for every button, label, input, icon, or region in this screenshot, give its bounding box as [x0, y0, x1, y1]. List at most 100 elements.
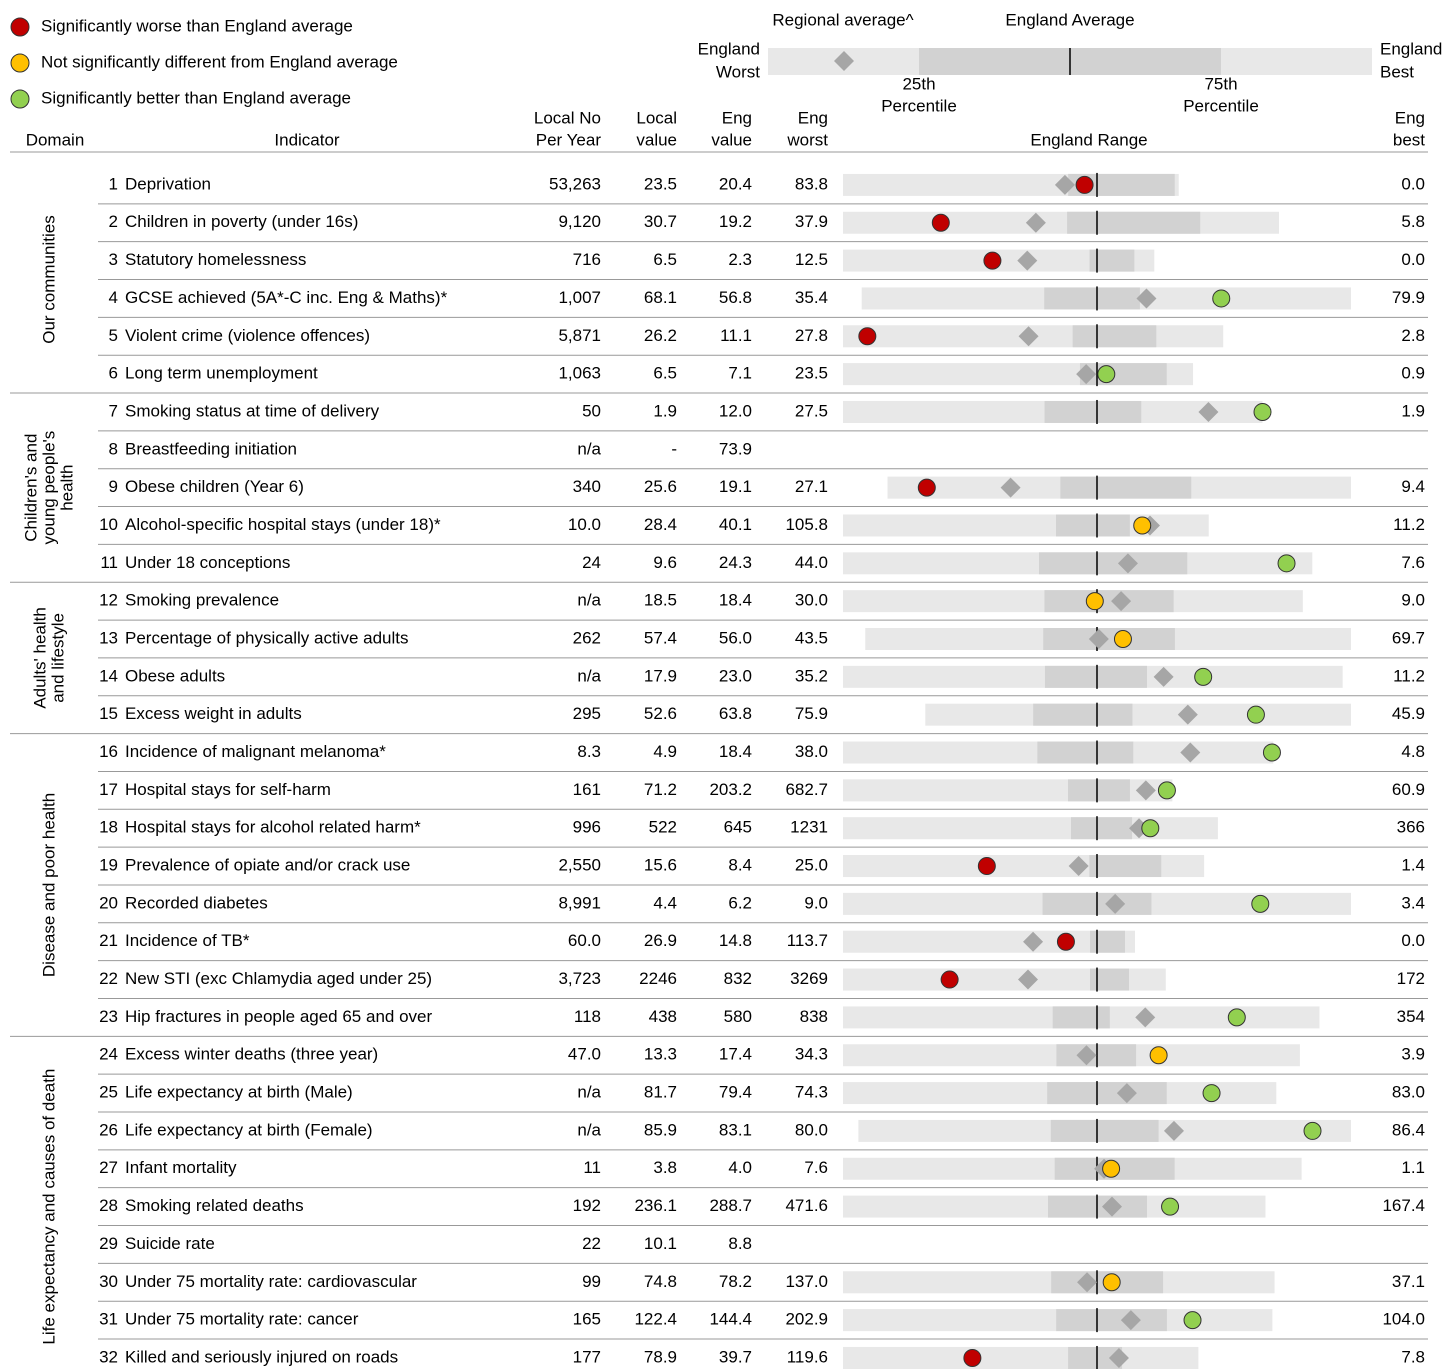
- key-label: Best: [1380, 62, 1414, 81]
- cell-local-no: 99: [582, 1272, 601, 1291]
- local-value: [1085, 592, 1104, 611]
- regional-average: [1105, 893, 1126, 914]
- cell-eng-worst: 43.5: [795, 628, 828, 647]
- cell-eng-worst: 682.7: [785, 780, 828, 799]
- cell-eng-best: 3.9: [1401, 1045, 1425, 1064]
- cell-eng-value: 4.0: [728, 1158, 752, 1177]
- cell-local-value: 18.5: [644, 591, 677, 610]
- cell-local-value: 1.9: [653, 401, 677, 420]
- regional-average: [1077, 1272, 1098, 1293]
- local-value: [1246, 705, 1265, 724]
- column-header: Indicator: [274, 130, 340, 149]
- row-number: 18: [99, 818, 118, 837]
- key-label: Regional average^: [772, 10, 913, 29]
- cell-local-value: 13.3: [644, 1045, 677, 1064]
- cell-eng-best: 11.2: [1393, 515, 1425, 534]
- cell-eng-best: 0.0: [1401, 931, 1425, 950]
- row-number: 4: [109, 288, 118, 307]
- cell-eng-value: 8.8: [728, 1234, 752, 1253]
- cell-eng-worst: 137.0: [785, 1272, 828, 1291]
- cell-eng-worst: 35.4: [795, 288, 828, 307]
- cell-local-no: 5,871: [558, 326, 601, 345]
- cell-eng-value: 18.4: [719, 742, 752, 761]
- indicator-name: Children in poverty (under 16s): [125, 212, 358, 231]
- local-value: [963, 1348, 982, 1367]
- cell-local-no: 60.0: [568, 931, 601, 950]
- row-number: 2: [109, 212, 118, 231]
- cell-eng-best: 60.9: [1392, 780, 1425, 799]
- cell-local-value: 2246: [639, 969, 677, 988]
- cell-local-no: 11: [583, 1158, 601, 1177]
- row-number: 30: [99, 1272, 118, 1291]
- local-value: [1056, 932, 1075, 951]
- local-value: [983, 251, 1002, 270]
- domain-label: Life expectancy and causes of death: [39, 1069, 58, 1345]
- cell-eng-value: 17.4: [719, 1045, 752, 1064]
- cell-eng-value: 6.2: [728, 893, 752, 912]
- cell-eng-value: 23.0: [719, 666, 752, 685]
- cell-local-no: 262: [573, 628, 601, 647]
- regional-average: [1076, 364, 1097, 385]
- regional-average: [1116, 1083, 1137, 1104]
- row-number: 32: [99, 1347, 118, 1366]
- iqr-bar: [1056, 1309, 1167, 1332]
- cell-local-value: 28.4: [644, 515, 677, 534]
- cell-eng-best: 0.9: [1401, 364, 1425, 383]
- cell-eng-worst: 471.6: [785, 1196, 828, 1215]
- local-value: [1102, 1159, 1121, 1178]
- cell-eng-best: 1.9: [1401, 401, 1425, 420]
- cell-local-value: 68.1: [644, 288, 677, 307]
- cell-eng-worst: 3269: [790, 969, 828, 988]
- cell-local-value: 438: [649, 1007, 677, 1026]
- cell-eng-best: 167.4: [1382, 1196, 1425, 1215]
- local-value: [1253, 402, 1272, 421]
- domain-label: young people's: [39, 431, 58, 545]
- indicator-name: Alcohol-specific hospital stays (under 1…: [125, 515, 441, 534]
- column-header: Eng: [722, 108, 752, 127]
- key-label: England Average: [1005, 10, 1134, 29]
- local-value: [858, 327, 877, 346]
- cell-local-value: 17.9: [644, 666, 677, 685]
- cell-eng-worst: 838: [800, 1007, 828, 1026]
- cell-local-no: 1,007: [558, 288, 601, 307]
- row-number: 24: [99, 1045, 118, 1064]
- key-label: Percentile: [1183, 96, 1259, 115]
- local-value: [1149, 1046, 1168, 1065]
- iqr-bar: [1044, 590, 1174, 613]
- local-value: [1227, 1008, 1246, 1027]
- cell-eng-best: 45.9: [1392, 704, 1425, 723]
- cell-eng-best: 9.0: [1401, 591, 1425, 610]
- local-value: [1141, 819, 1160, 838]
- range-bar: [843, 1346, 1199, 1369]
- cell-local-no: n/a: [577, 1083, 601, 1102]
- row-number: 7: [109, 401, 118, 420]
- regional-average: [1120, 1310, 1141, 1331]
- regional-average: [1023, 931, 1044, 952]
- cell-local-value: 74.8: [644, 1272, 677, 1291]
- row-number: 1: [109, 174, 118, 193]
- cell-local-no: 340: [573, 477, 601, 496]
- cell-local-no: 165: [573, 1310, 601, 1329]
- key-label: Percentile: [881, 96, 957, 115]
- regional-average: [1198, 401, 1219, 422]
- cell-eng-worst: 12.5: [795, 250, 828, 269]
- cell-eng-worst: 1231: [790, 818, 828, 837]
- local-value: [917, 478, 936, 497]
- row-number: 14: [99, 666, 118, 685]
- row-number: 26: [99, 1120, 118, 1139]
- cell-local-no: 1,063: [558, 364, 601, 383]
- regional-average: [1101, 1196, 1122, 1217]
- cell-local-no: 177: [573, 1347, 601, 1366]
- column-header: best: [1393, 130, 1425, 149]
- column-header: Eng: [1395, 108, 1425, 127]
- cell-eng-worst: 105.8: [785, 515, 828, 534]
- cell-local-value: 6.5: [653, 364, 677, 383]
- cell-eng-value: 288.7: [709, 1196, 752, 1215]
- column-header: Eng: [798, 108, 828, 127]
- regional-average: [1117, 553, 1138, 574]
- cell-eng-worst: 27.5: [795, 401, 828, 420]
- row-number: 6: [109, 364, 118, 383]
- local-value: [1277, 554, 1296, 573]
- cell-eng-value: 20.4: [719, 174, 752, 193]
